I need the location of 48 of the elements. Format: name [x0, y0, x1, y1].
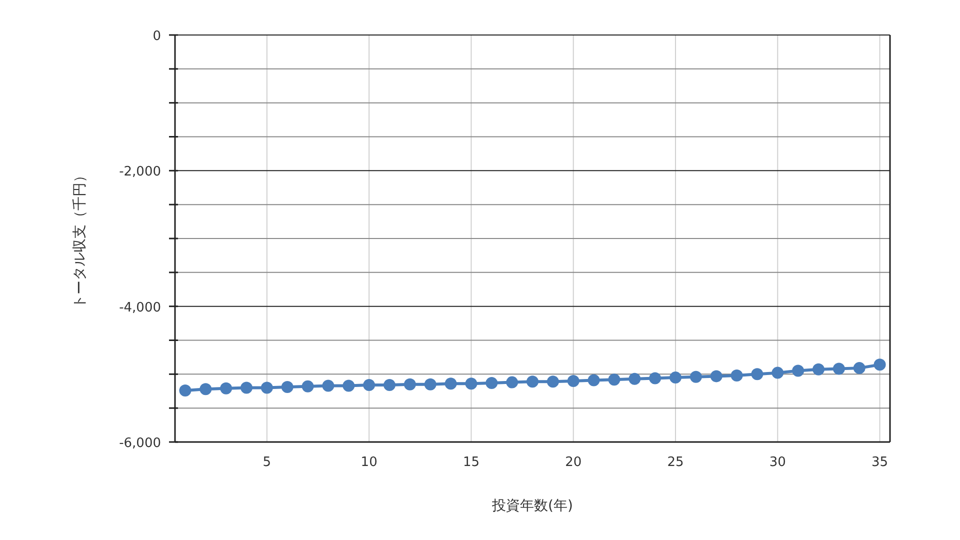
point: [281, 381, 294, 394]
point: [772, 366, 784, 379]
y-tick-label: -2,000: [119, 164, 161, 180]
y-tick-label: -4,000: [119, 300, 161, 316]
point: [608, 374, 620, 386]
point: [342, 380, 355, 392]
point: [444, 378, 457, 390]
point: [588, 374, 600, 386]
point: [670, 372, 682, 384]
x-tick-label: 10: [360, 455, 378, 470]
x-tick-label: 20: [565, 455, 582, 470]
y-tick-label: -6,000: [119, 436, 161, 451]
x-tick-label: 25: [667, 455, 684, 470]
point: [220, 382, 232, 394]
point: [260, 382, 273, 394]
point: [486, 376, 498, 389]
point: [424, 378, 436, 390]
point: [690, 370, 702, 383]
x-axis-title: 投資年数(年): [491, 498, 573, 514]
point: [628, 372, 641, 385]
point: [792, 364, 804, 377]
point: [322, 380, 334, 392]
point: [546, 376, 559, 388]
point: [506, 376, 518, 388]
point: [649, 372, 662, 384]
point: [751, 368, 764, 380]
point: [240, 382, 252, 394]
point: [404, 378, 416, 390]
point: [874, 358, 886, 371]
point: [179, 384, 192, 396]
point: [200, 383, 212, 396]
point: [363, 379, 376, 392]
x-tick-label: 35: [872, 455, 888, 470]
point: [465, 378, 478, 390]
point: [302, 380, 314, 392]
point: [812, 363, 824, 376]
x-tick-label: 15: [462, 455, 480, 470]
point: [710, 370, 722, 382]
y-axis-title: トータル収支（千円）: [72, 168, 88, 308]
point: [384, 379, 396, 392]
point: [567, 374, 580, 387]
point: [832, 362, 845, 375]
point: [853, 362, 866, 374]
x-tick-label: 5: [262, 455, 272, 470]
x-tick-label: 30: [769, 455, 786, 470]
point: [730, 370, 743, 382]
point: [526, 376, 538, 388]
y-tick-label: 0: [152, 29, 161, 44]
